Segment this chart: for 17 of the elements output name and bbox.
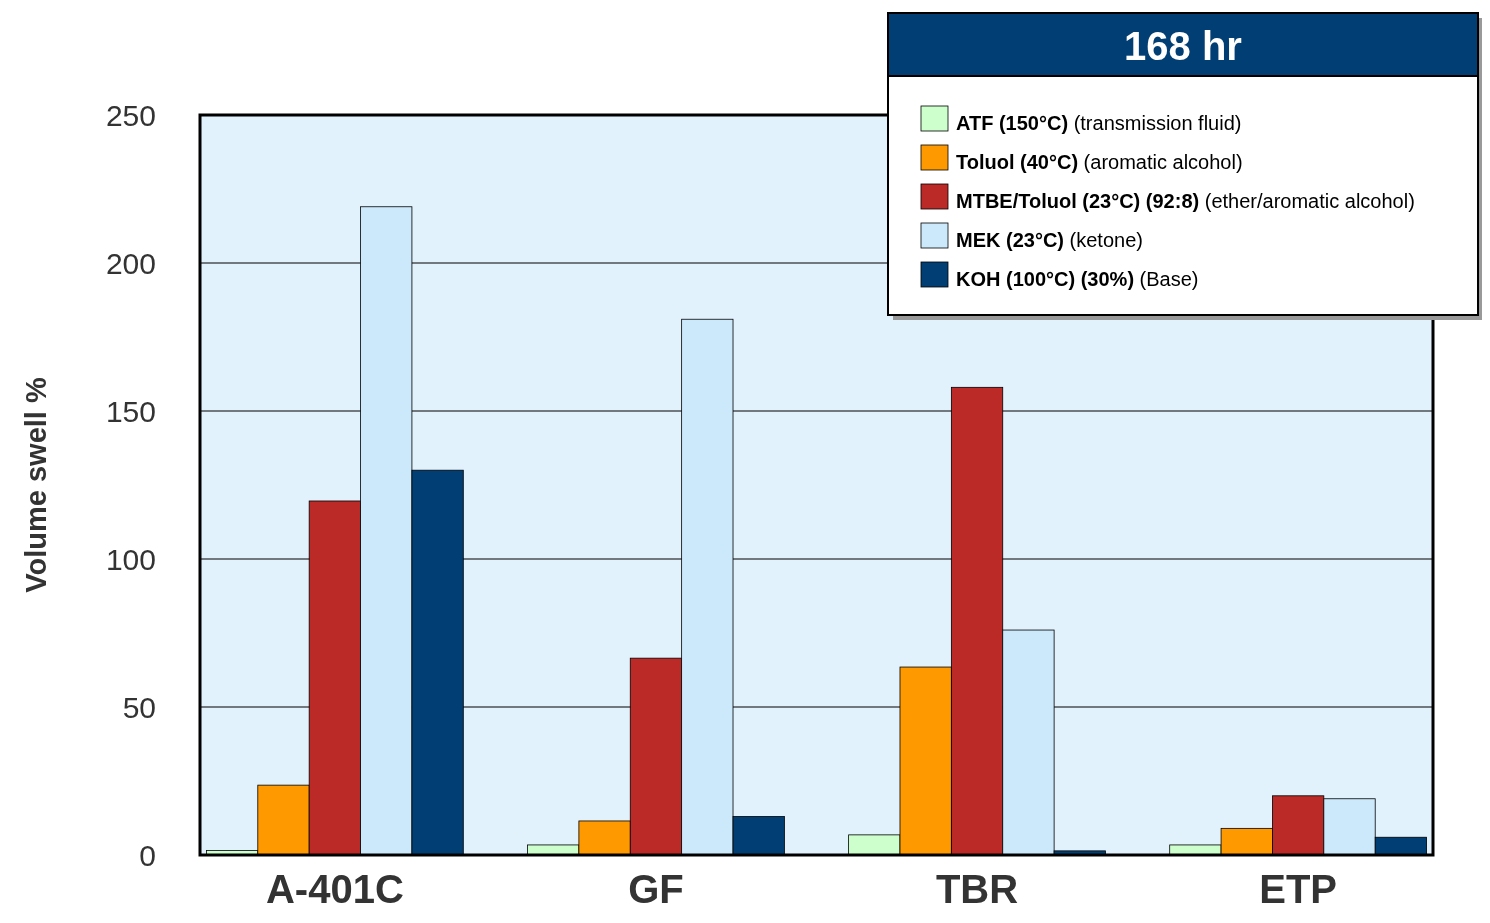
x-tick-label: TBR <box>935 867 1019 911</box>
y-tick-label: 150 <box>105 394 156 428</box>
y-tick-label: 250 <box>105 98 156 132</box>
legend-label: Toluol (40°C) (aromatic alcohol) <box>956 151 1243 173</box>
x-tick-label: ETP <box>1259 867 1338 911</box>
x-tick-label: A-401C <box>265 867 404 911</box>
y-tick-label: 200 <box>105 246 156 280</box>
legend-label: MTBE/Toluol (23°C) (92:8) (ether/aromatic alcohol) <box>956 190 1415 212</box>
legend-title: 168 hr <box>1124 24 1242 68</box>
y-tick-label: 100 <box>105 542 156 576</box>
y-tick-label: 50 <box>122 690 156 724</box>
y-axis-title: Volume swell % <box>20 377 52 593</box>
x-tick-label: GF <box>628 867 684 911</box>
legend-label: KOH (100°C) (30%) (Base) <box>956 268 1199 290</box>
y-tick-label: 0 <box>139 838 156 872</box>
legend-label: MEK (23°C) (ketone) <box>956 229 1143 251</box>
legend-label: ATF (150°C) (transmission fluid) <box>956 112 1242 134</box>
